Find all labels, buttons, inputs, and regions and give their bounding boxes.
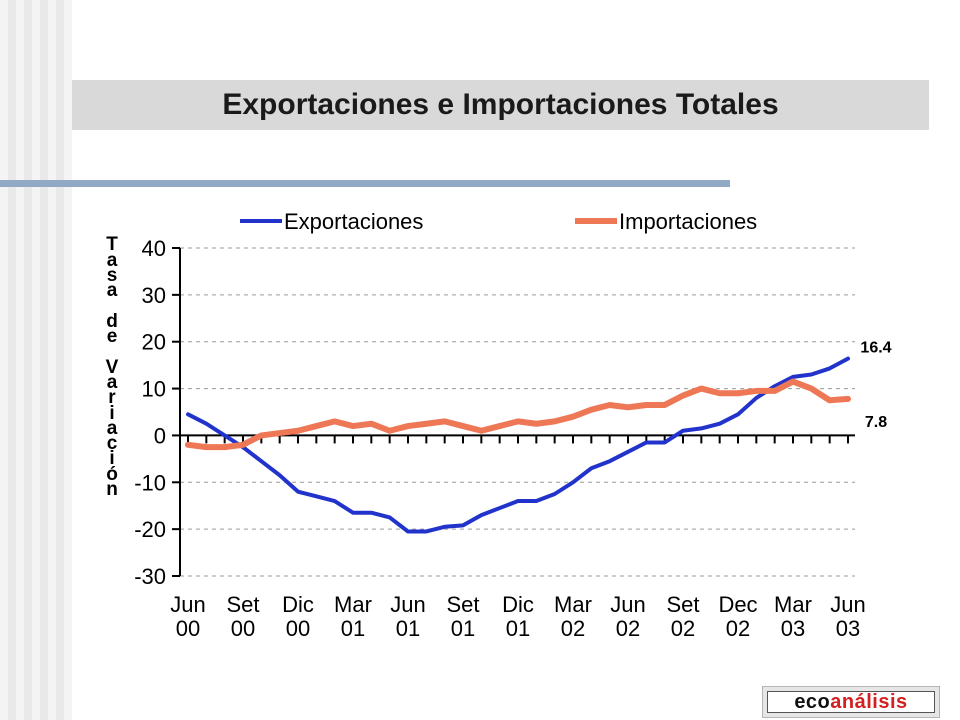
y-tick-label: -20 bbox=[134, 517, 166, 542]
y-tick-label: 30 bbox=[142, 283, 166, 308]
x-tick-label-year: 02 bbox=[726, 616, 750, 641]
x-tick-label-year: 01 bbox=[396, 616, 420, 641]
y-tick-label: 10 bbox=[142, 377, 166, 402]
x-tick-label-month: Mar bbox=[334, 592, 372, 617]
x-tick-label-year: 02 bbox=[616, 616, 640, 641]
logo-text-analisis: análisis bbox=[830, 690, 908, 713]
y-tick-label: -30 bbox=[134, 564, 166, 589]
series-line-exportaciones bbox=[186, 356, 850, 534]
x-tick-label-month: Mar bbox=[774, 592, 812, 617]
title-bar bbox=[72, 80, 929, 130]
logo-text-eco: eco bbox=[794, 690, 831, 713]
end-value-label-importaciones: 7.8 bbox=[865, 414, 887, 431]
legend-label-importaciones: Importaciones bbox=[619, 209, 757, 234]
x-tick-label-month: Set bbox=[226, 592, 259, 617]
y-tick-label: 40 bbox=[142, 236, 166, 261]
y-axis-label: T a s a d e V a r i a c i ó n bbox=[100, 222, 124, 501]
x-tick-label-month: Mar bbox=[554, 592, 592, 617]
x-tick-label-year: 03 bbox=[781, 616, 805, 641]
x-tick-label-month: Dec bbox=[718, 592, 757, 617]
x-tick-label-year: 02 bbox=[561, 616, 585, 641]
x-tick-label-year: 02 bbox=[671, 616, 695, 641]
x-tick-label-year: 00 bbox=[286, 616, 310, 641]
x-tick-label-month: Dic bbox=[502, 592, 534, 617]
y-tick-label: -10 bbox=[134, 470, 166, 495]
x-tick-label-year: 01 bbox=[451, 616, 475, 641]
x-tick-label-year: 01 bbox=[341, 616, 365, 641]
divider-rule bbox=[0, 180, 730, 187]
series-line-importaciones bbox=[185, 378, 851, 451]
x-tick-label-year: 01 bbox=[506, 616, 530, 641]
y-axis-label-text: T a s a d e V a r i a c i ó n bbox=[105, 234, 119, 501]
slide-title: Exportaciones e Importaciones Totales bbox=[222, 88, 779, 121]
x-tick-label-month: Jun bbox=[610, 592, 645, 617]
logo-frame: eco análisis bbox=[767, 691, 935, 713]
x-tick-label-year: 00 bbox=[176, 616, 200, 641]
x-tick-label-month: Jun bbox=[170, 592, 205, 617]
ecoanalisis-logo: eco análisis bbox=[762, 686, 940, 718]
x-tick-label-year: 00 bbox=[231, 616, 255, 641]
end-value-label-exportaciones: 16.4 bbox=[860, 340, 891, 357]
x-tick-label-month: Dic bbox=[282, 592, 314, 617]
x-tick-label-month: Jun bbox=[830, 592, 865, 617]
y-tick-label: 20 bbox=[142, 330, 166, 355]
x-tick-label-year: 03 bbox=[836, 616, 860, 641]
legend-label-exportaciones: Exportaciones bbox=[284, 209, 423, 234]
x-tick-label-month: Set bbox=[666, 592, 699, 617]
y-tick-label: 0 bbox=[154, 423, 166, 448]
x-tick-label-month: Jun bbox=[390, 592, 425, 617]
x-tick-label-month: Set bbox=[446, 592, 479, 617]
